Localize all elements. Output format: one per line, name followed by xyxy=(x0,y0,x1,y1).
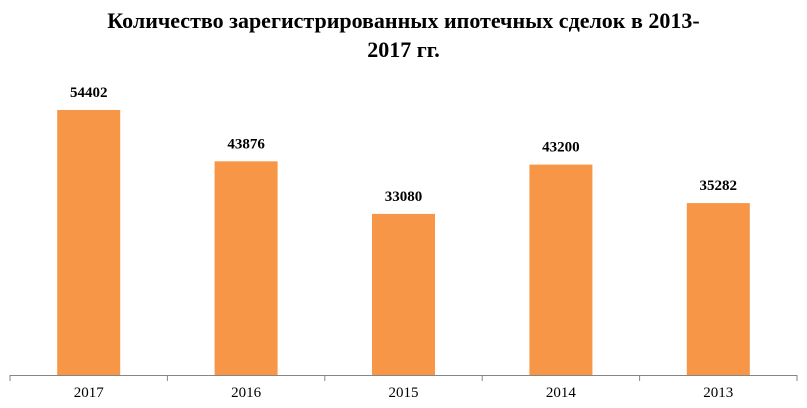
bar-2017 xyxy=(57,110,121,375)
x-axis xyxy=(9,375,798,381)
bar-2016 xyxy=(214,161,278,375)
bars-layer xyxy=(57,110,750,375)
x-tick-label-2014: 2014 xyxy=(546,385,577,401)
data-label-2013: 35282 xyxy=(700,178,738,194)
chart-title: Количество зарегистрированных ипотечных … xyxy=(0,6,807,64)
data-label-2016: 43876 xyxy=(227,136,265,152)
chart-title-line-1: Количество зарегистрированных ипотечных … xyxy=(107,8,700,33)
data-label-2015: 33080 xyxy=(385,189,423,205)
x-tick-labels: 2017 2016 2015 2014 2013 xyxy=(74,385,734,401)
data-label-2017: 54402 xyxy=(70,85,108,101)
data-label-2014: 43200 xyxy=(542,140,580,156)
bar-2013 xyxy=(686,203,750,375)
bar-2014 xyxy=(529,164,593,375)
x-tick-label-2015: 2015 xyxy=(389,385,419,401)
chart-title-line-2: 2017 гг. xyxy=(367,37,440,62)
x-tick-label-2013: 2013 xyxy=(703,385,733,401)
x-tick-label-2017: 2017 xyxy=(74,385,105,401)
x-tick-label-2016: 2016 xyxy=(231,385,262,401)
value-labels-layer: 54402 43876 33080 43200 35282 xyxy=(70,85,737,205)
bar-2015 xyxy=(372,213,435,375)
